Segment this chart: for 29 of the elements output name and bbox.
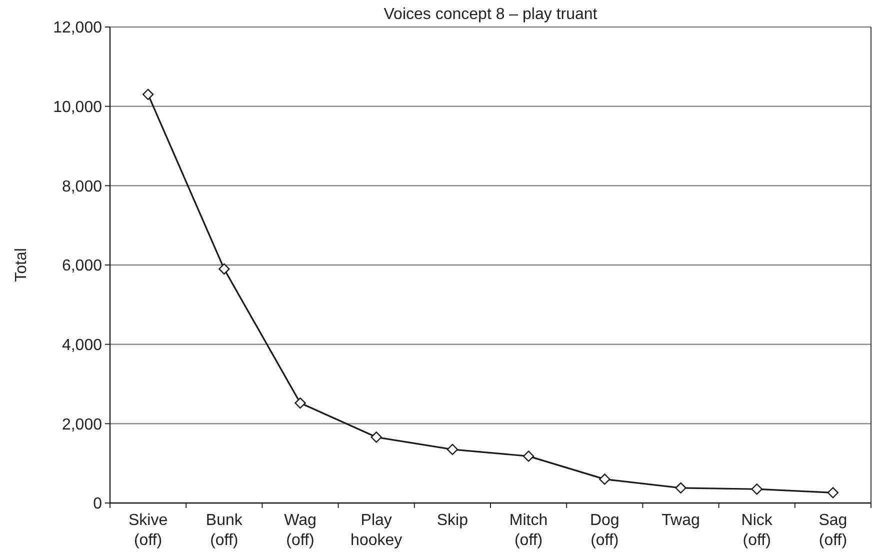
point bbox=[827, 487, 839, 498]
chart-title: Voices concept 8 – play truant bbox=[384, 6, 598, 23]
y-tick-label: 0 bbox=[93, 496, 102, 513]
x-tick-label: Skive (off) bbox=[128, 512, 168, 549]
x-tick-label: Wag (off) bbox=[284, 512, 316, 549]
point bbox=[599, 474, 610, 485]
y-tick-label: 4,000 bbox=[62, 336, 102, 354]
point bbox=[675, 482, 686, 494]
point bbox=[370, 432, 382, 443]
y-tick-label: 2,000 bbox=[62, 416, 102, 434]
point bbox=[218, 263, 230, 275]
point bbox=[446, 444, 458, 456]
y-tick-label: 8,000 bbox=[62, 178, 102, 196]
y-axis-title: Total bbox=[13, 248, 30, 282]
point bbox=[294, 397, 306, 409]
x-tick-label: Mitch (off) bbox=[509, 512, 548, 549]
x-tick-label: Bunk (off) bbox=[206, 512, 244, 549]
y-tick-label: 10,000 bbox=[53, 98, 102, 116]
y-tick-label: 6,000 bbox=[62, 258, 102, 275]
point bbox=[522, 450, 534, 462]
point bbox=[751, 484, 762, 495]
point bbox=[142, 88, 154, 100]
x-tick-label: Sag (off) bbox=[818, 512, 848, 549]
x-tick-label: Play hookey bbox=[350, 512, 402, 549]
x-tick-label: Skip bbox=[436, 512, 468, 529]
y-tick-label: 12,000 bbox=[53, 20, 102, 37]
x-tick-label: Dog (off) bbox=[590, 512, 620, 549]
x-tick-label: Nick (off) bbox=[741, 512, 774, 549]
x-tick-label: Twag bbox=[662, 512, 700, 529]
